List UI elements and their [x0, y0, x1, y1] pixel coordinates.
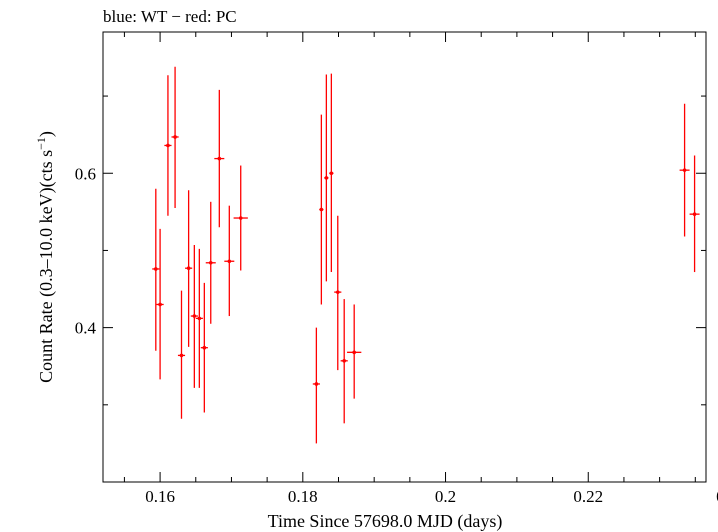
point-marker	[179, 353, 184, 358]
point-marker	[692, 212, 697, 216]
y-tick-label: 0.4	[75, 319, 97, 338]
data-point	[177, 290, 186, 419]
x-axis: 0.16 0.18 0.2 0.22 0.24	[123, 32, 718, 506]
data-point	[329, 73, 334, 273]
point-marker	[352, 350, 356, 355]
y-axis: 0.4 0.6	[75, 95, 706, 483]
data-point	[334, 215, 342, 371]
point-marker	[217, 156, 222, 161]
data-point	[324, 74, 329, 282]
data-point	[185, 190, 193, 347]
point-marker	[324, 176, 329, 180]
point-marker	[158, 302, 162, 307]
data-point	[190, 245, 198, 388]
point-marker	[192, 314, 197, 318]
y-tick-label: 0.6	[75, 164, 96, 183]
data-point	[347, 304, 362, 399]
data-point	[171, 66, 179, 208]
data-point	[233, 165, 248, 271]
point-marker	[154, 267, 158, 271]
data-point	[679, 103, 690, 237]
data-point	[319, 114, 324, 305]
data-point	[224, 205, 235, 317]
data-point	[156, 228, 164, 380]
point-marker	[314, 382, 319, 386]
data-point	[195, 248, 203, 388]
point-marker	[238, 216, 243, 220]
x-tick-label: 0.22	[573, 487, 603, 506]
point-marker	[208, 260, 213, 265]
x-tick-label: 0.2	[435, 487, 456, 506]
point-marker	[227, 259, 232, 264]
data-point	[689, 155, 700, 273]
data-points	[152, 66, 700, 444]
point-marker	[329, 171, 334, 176]
point-marker	[166, 143, 170, 148]
point-marker	[342, 359, 347, 363]
point-marker	[186, 266, 191, 270]
y-axis-label: Count Rate (0.3–10.0 keV)(cts s−1)	[34, 131, 57, 383]
data-point	[340, 299, 348, 424]
x-axis-label: Time Since 57698.0 MJD (days)	[268, 511, 503, 532]
x-tick-label: 0.16	[145, 487, 175, 506]
data-point	[152, 188, 160, 351]
plot-frame	[102, 31, 707, 483]
x-tick-label: 0.24	[716, 487, 718, 506]
y-axis-label-close: )	[36, 131, 57, 137]
data-point	[205, 201, 216, 324]
data-point	[200, 282, 208, 413]
point-marker	[202, 345, 207, 350]
point-marker	[682, 168, 687, 172]
y-axis-label-main: Count Rate (0.3–10.0 keV)(cts s	[36, 150, 57, 383]
data-point	[214, 89, 225, 228]
data-point	[312, 327, 320, 444]
point-marker	[335, 290, 340, 294]
chart-title: blue: WT − red: PC	[103, 7, 237, 26]
x-tick-label: 0.18	[288, 487, 318, 506]
point-marker	[173, 135, 177, 139]
y-axis-label-superscript: −1	[34, 137, 48, 150]
point-marker	[319, 207, 324, 212]
point-marker	[197, 316, 202, 321]
data-point	[164, 75, 172, 216]
